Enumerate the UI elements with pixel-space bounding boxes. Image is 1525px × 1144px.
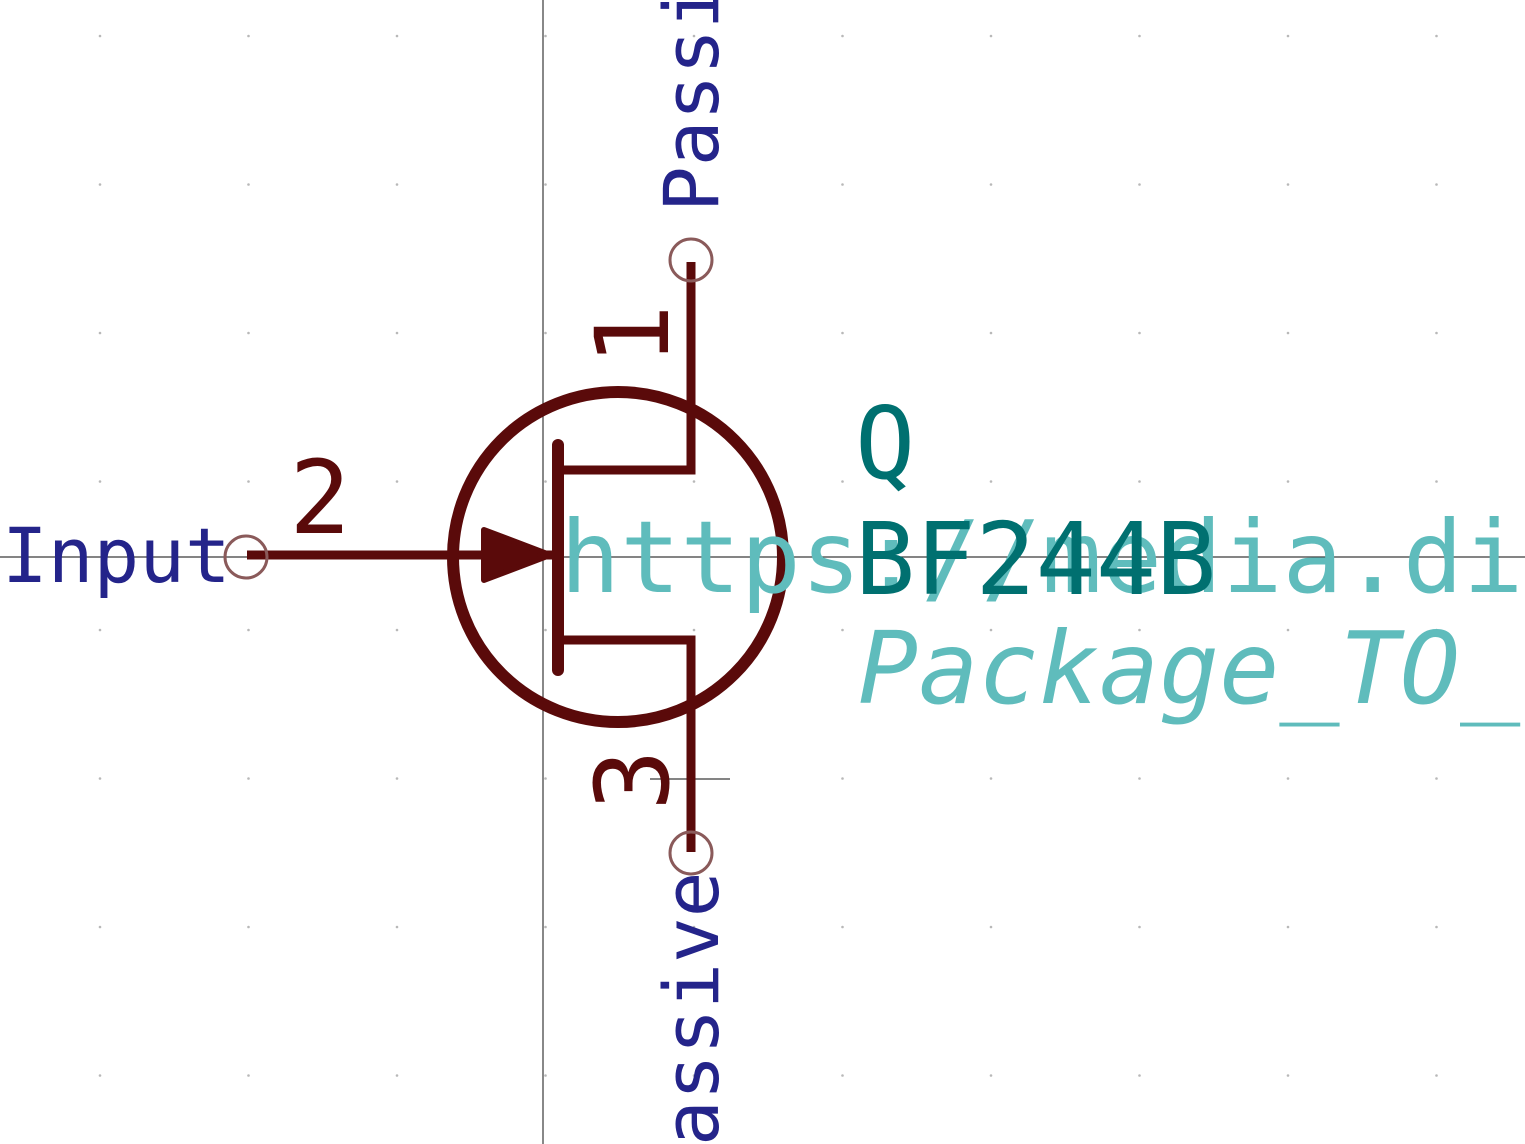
grid-dot [395, 777, 399, 780]
pin-1-end[interactable] [668, 237, 714, 283]
pin-1-type-label: Passi [647, 0, 736, 212]
grid-dot [1435, 183, 1438, 186]
grid-dot [841, 628, 844, 632]
grid-dot [395, 183, 399, 186]
grid-dot [98, 34, 102, 38]
grid-dot [692, 925, 696, 929]
grid-dot [1138, 183, 1141, 186]
grid-dot [247, 331, 250, 335]
grid-dot [989, 925, 993, 929]
grid-dot [395, 480, 399, 483]
grid-dot [544, 1074, 547, 1077]
grid-dot [395, 331, 399, 335]
reference-field[interactable]: Q [855, 385, 915, 502]
grid-dot [1138, 777, 1141, 780]
grid-dot [692, 1074, 696, 1077]
grid [98, 34, 1438, 1077]
grid-dot [1138, 925, 1141, 929]
grid-dot [395, 628, 399, 632]
source-lead [558, 635, 696, 852]
grid-dot [841, 925, 844, 929]
grid-dot [395, 34, 399, 38]
grid-dot [841, 183, 844, 186]
grid-dot [989, 777, 993, 780]
grid-dot [1435, 480, 1438, 483]
grid-dot [98, 925, 102, 929]
grid-dot [544, 777, 547, 780]
grid-dot [841, 1074, 844, 1077]
grid-dot [98, 628, 102, 632]
grid-dot [98, 480, 102, 483]
grid-dot [1286, 925, 1290, 929]
grid-dot [247, 183, 250, 186]
grid-dot [692, 34, 696, 38]
grid-dot [544, 628, 547, 632]
value-field[interactable]: BF244B [855, 501, 1216, 618]
grid-dot [989, 628, 993, 632]
grid-dot [98, 1074, 102, 1077]
grid-dot [1138, 628, 1141, 632]
grid-dot [247, 1074, 250, 1077]
grid-dot [395, 1074, 399, 1077]
pin-number-2: 2 [289, 439, 350, 558]
jfet-symbol[interactable] [247, 262, 789, 852]
grid-dot [989, 480, 993, 483]
drain-lead [558, 262, 696, 475]
grid-dot [989, 1074, 993, 1077]
grid-dot [1435, 925, 1438, 929]
grid-dot [1286, 34, 1290, 38]
grid-dot [1138, 480, 1141, 483]
grid-dot [1286, 1074, 1290, 1077]
grid-dot [98, 183, 102, 186]
footprint-field[interactable]: Package_TO_ [858, 610, 1521, 727]
grid-dot [1435, 331, 1438, 335]
grid-dot [544, 331, 547, 335]
grid-dot [989, 183, 993, 186]
grid-dot [1138, 1074, 1141, 1077]
grid-dot [1435, 777, 1438, 780]
grid-dot [692, 480, 696, 483]
grid-dot [544, 34, 547, 38]
grid-dot [544, 925, 547, 929]
grid-dot [989, 331, 993, 335]
grid-dot [247, 628, 250, 632]
grid-dot [692, 183, 696, 186]
grid-dot [1138, 331, 1141, 335]
grid-dot [98, 331, 102, 335]
grid-dot [841, 34, 844, 38]
grid-dot [1435, 1074, 1438, 1077]
grid-dot [247, 480, 250, 483]
grid-dot [841, 777, 844, 780]
pin-3-type-label: assive [647, 871, 736, 1144]
grid-dot [247, 777, 250, 780]
grid-dot [98, 777, 102, 780]
grid-dot [1138, 34, 1141, 38]
grid-dot [247, 925, 250, 929]
pin-2-end[interactable] [223, 534, 269, 580]
grid-dot [1435, 34, 1438, 38]
pin-2-type-label: Input [2, 511, 231, 600]
pin-number-1: 1 [574, 304, 693, 365]
grid-dot [1286, 480, 1290, 483]
grid-dot [1286, 331, 1290, 335]
grid-dot [1286, 628, 1290, 632]
grid-dot [989, 34, 993, 38]
grid-dot [841, 480, 844, 483]
grid-dot [544, 480, 547, 483]
grid-dot [544, 183, 547, 186]
pin-number-3: 3 [574, 749, 693, 810]
pin-3-end[interactable] [668, 830, 714, 876]
gate-arrow [481, 527, 553, 583]
grid-dot [692, 628, 696, 632]
grid-dot [395, 925, 399, 929]
grid-dot [1435, 628, 1438, 632]
grid-dot [841, 331, 844, 335]
datasheet-field[interactable]: https://media.dig [560, 499, 1525, 616]
grid-dot [247, 34, 250, 38]
grid-dot [1286, 777, 1290, 780]
grid-dot [1286, 183, 1290, 186]
